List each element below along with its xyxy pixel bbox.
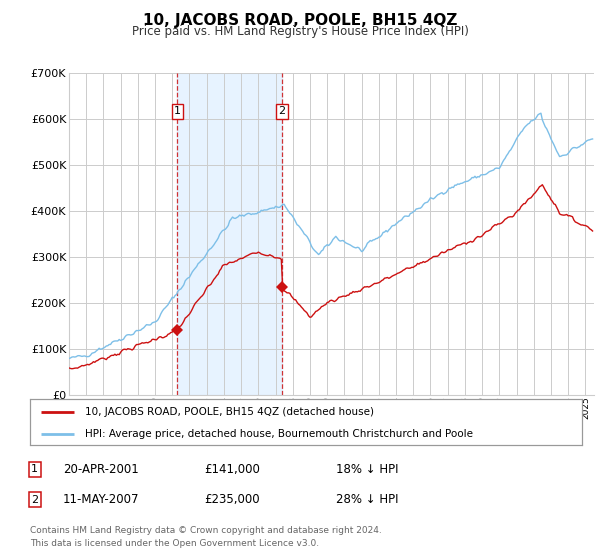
Text: 1: 1 [31, 464, 38, 474]
Text: 18% ↓ HPI: 18% ↓ HPI [336, 463, 398, 476]
Text: Price paid vs. HM Land Registry's House Price Index (HPI): Price paid vs. HM Land Registry's House … [131, 25, 469, 38]
Text: 2: 2 [31, 494, 38, 505]
Text: £235,000: £235,000 [204, 493, 260, 506]
Text: 1: 1 [174, 106, 181, 116]
Text: This data is licensed under the Open Government Licence v3.0.: This data is licensed under the Open Gov… [30, 539, 319, 548]
Text: 10, JACOBS ROAD, POOLE, BH15 4QZ: 10, JACOBS ROAD, POOLE, BH15 4QZ [143, 13, 457, 28]
Text: Contains HM Land Registry data © Crown copyright and database right 2024.: Contains HM Land Registry data © Crown c… [30, 526, 382, 535]
Text: 11-MAY-2007: 11-MAY-2007 [63, 493, 139, 506]
Text: 2: 2 [278, 106, 286, 116]
Bar [178, 73, 282, 395]
Text: 10, JACOBS ROAD, POOLE, BH15 4QZ (detached house): 10, JACOBS ROAD, POOLE, BH15 4QZ (detach… [85, 407, 374, 417]
Text: 20-APR-2001: 20-APR-2001 [63, 463, 139, 476]
Text: 28% ↓ HPI: 28% ↓ HPI [336, 493, 398, 506]
Text: HPI: Average price, detached house, Bournemouth Christchurch and Poole: HPI: Average price, detached house, Bour… [85, 429, 473, 438]
Text: £141,000: £141,000 [204, 463, 260, 476]
